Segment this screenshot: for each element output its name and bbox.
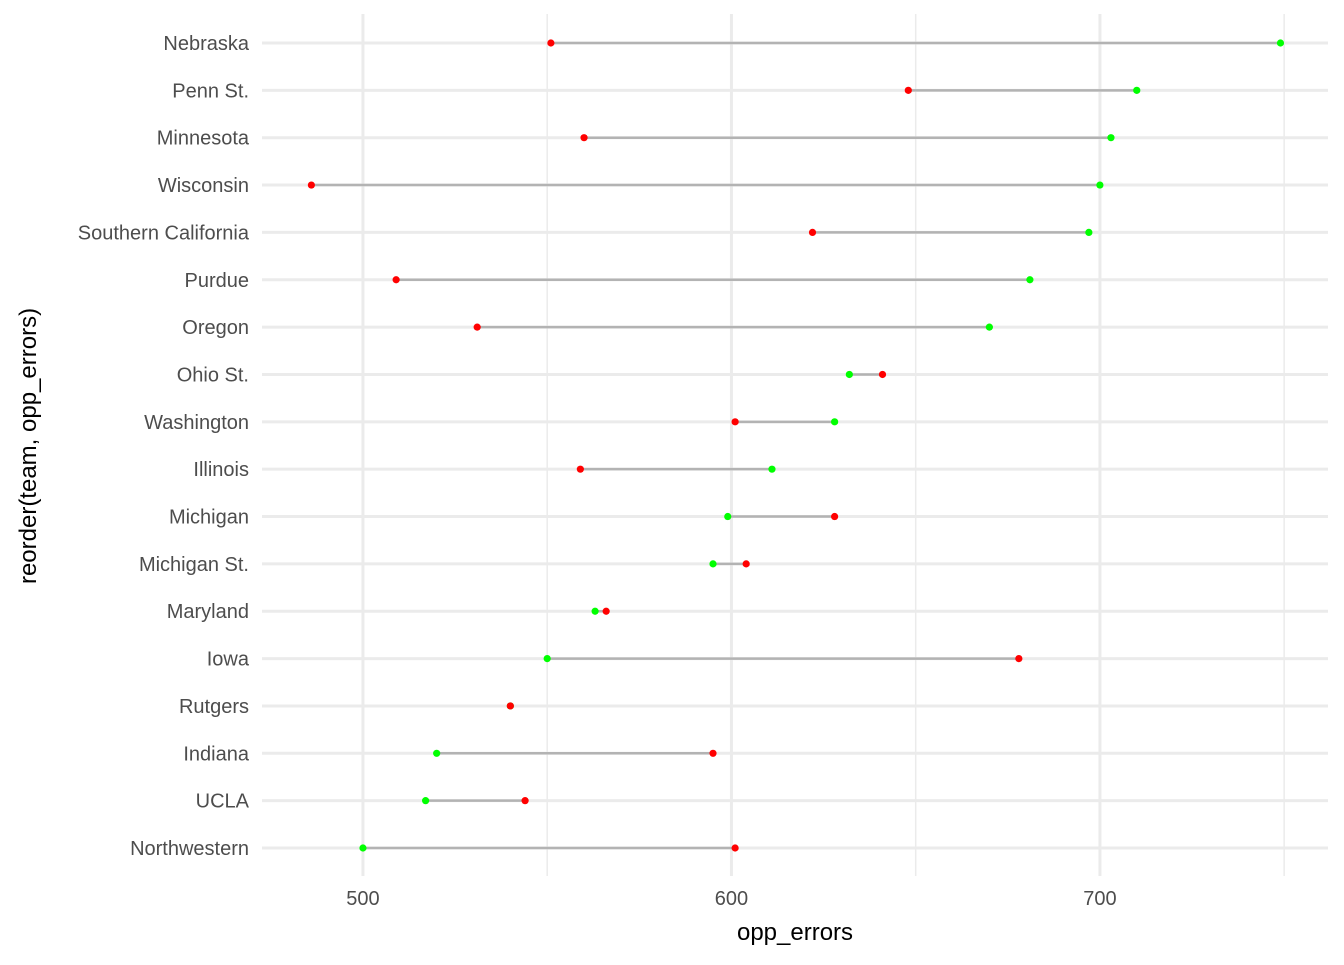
red-point-rutgers: [506, 702, 514, 710]
red-point-ucla: [521, 797, 529, 805]
y-tick-label: Illinois: [193, 459, 249, 481]
green-point-michigan-st-: [709, 560, 717, 568]
green-point-oregon: [985, 323, 993, 331]
red-point-minnesota: [580, 134, 588, 142]
red-point-indiana: [709, 749, 717, 757]
green-point-michigan: [724, 512, 732, 521]
y-tick-label: Minnesota: [157, 128, 250, 150]
green-point-northwestern: [359, 844, 367, 852]
marks: [307, 39, 1285, 852]
red-point-purdue: [392, 276, 400, 284]
red-point-southern-california: [808, 228, 817, 237]
green-point-penn-st-: [1133, 86, 1141, 94]
red-point-wisconsin: [307, 181, 315, 189]
green-point-illinois: [768, 465, 776, 473]
green-point-maryland: [591, 607, 599, 615]
y-tick-label: Penn St.: [172, 80, 249, 102]
y-tick-labels: Nebraska Penn St. Minnesota Wisconsin Southe…: [78, 33, 250, 860]
green-point-wisconsin: [1096, 181, 1104, 189]
red-point-northwestern: [731, 844, 739, 852]
green-point-nebraska: [1276, 39, 1285, 47]
red-point-maryland: [602, 607, 610, 615]
red-point-washington: [731, 418, 739, 426]
y-tick-label: Purdue: [185, 270, 250, 292]
x-axis-title: opp_errors: [737, 919, 853, 946]
x-tick-label: 700: [1083, 888, 1116, 910]
y-tick-label: Rutgers: [179, 696, 249, 718]
y-tick-label: UCLA: [196, 791, 250, 813]
green-point-purdue: [1026, 276, 1034, 284]
y-tick-label: Washington: [144, 412, 249, 434]
y-tick-label: Northwestern: [130, 838, 249, 860]
green-point-washington: [831, 418, 839, 426]
red-point-michigan: [831, 512, 839, 521]
green-point-ucla: [422, 797, 430, 805]
red-point-nebraska: [547, 39, 555, 47]
y-axis-title: reorder(team, opp_errors): [15, 308, 42, 584]
y-tick-label: Nebraska: [163, 33, 249, 55]
y-tick-label: Michigan: [169, 507, 249, 529]
y-tick-label: Maryland: [167, 601, 249, 623]
red-point-penn-st-: [904, 86, 912, 94]
y-tick-label: Ohio St.: [177, 364, 249, 386]
y-tick-label: Michigan St.: [139, 554, 249, 576]
y-tick-label: Southern California: [78, 222, 250, 244]
red-point-oregon: [473, 323, 481, 331]
green-point-southern-california: [1085, 228, 1093, 237]
green-point-ohio-st-: [845, 370, 853, 379]
red-point-michigan-st-: [742, 560, 750, 568]
y-tick-label: Indiana: [183, 743, 249, 765]
grid: [262, 14, 1328, 876]
green-point-indiana: [433, 749, 441, 757]
green-point-iowa: [543, 654, 551, 663]
x-tick-label: 600: [715, 888, 748, 910]
y-tick-label: Wisconsin: [158, 175, 249, 197]
y-tick-label: Oregon: [182, 317, 249, 339]
y-tick-label: Iowa: [207, 649, 250, 671]
red-point-illinois: [576, 465, 584, 473]
green-point-minnesota: [1107, 134, 1115, 142]
x-tick-labels: 500 600 700: [346, 888, 1116, 910]
x-tick-label: 500: [346, 888, 379, 910]
red-point-ohio-st-: [878, 370, 887, 379]
red-point-iowa: [1015, 654, 1023, 663]
